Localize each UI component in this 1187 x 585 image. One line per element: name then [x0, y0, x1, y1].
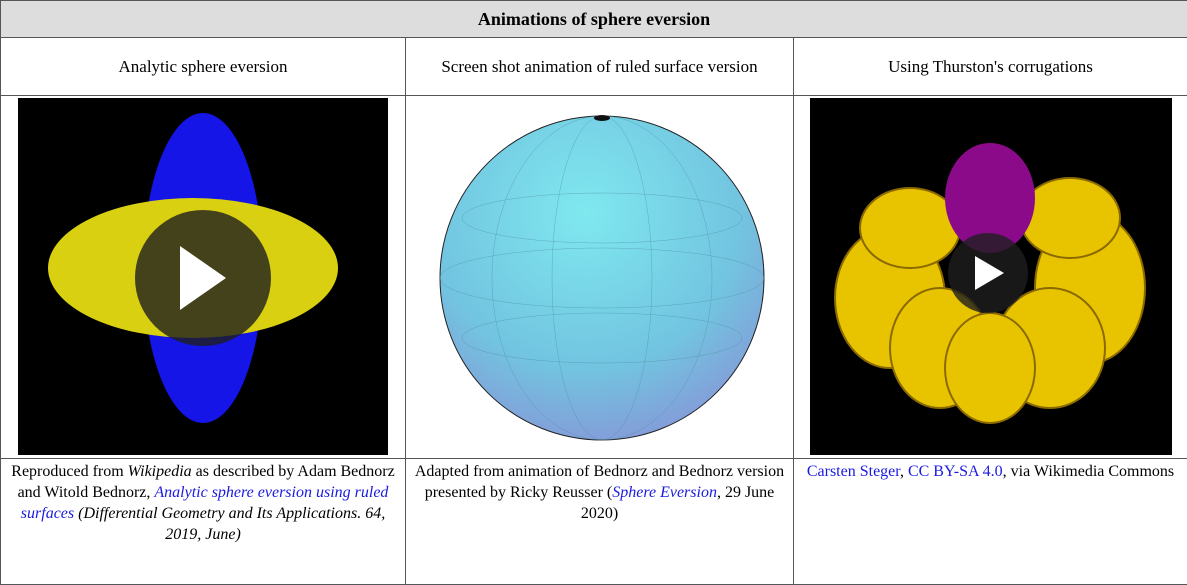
table-title: Animations of sphere eversion	[0, 0, 1187, 39]
text-segment: (Differential Geometry and Its Applicati…	[74, 504, 386, 543]
text-segment: Reproduced from	[11, 462, 128, 480]
text-segment: Analytic sphere eversion using ruled sur…	[20, 483, 389, 522]
video-analytic[interactable]	[18, 98, 388, 456]
video-corrugations[interactable]	[809, 98, 1172, 456]
text-segment: , via Wikimedia Commons	[1002, 462, 1175, 480]
caption: Carsten Steger, CC BY-SA 4.0, via Wikime…	[792, 457, 1187, 585]
link[interactable]: Carsten Steger	[806, 462, 900, 480]
column-header: Using Thurston's corrugations	[792, 37, 1187, 96]
text-segment: as described by Adam Bednorz and Witold …	[17, 462, 395, 501]
text-segment: , 29 June 2020)	[580, 483, 775, 522]
link[interactable]: Analytic sphere eversion using ruled sur…	[21, 484, 389, 522]
link[interactable]: Sphere Eversion	[612, 484, 717, 501]
image-ruled-surface	[439, 115, 764, 441]
caption: Adapted from animation of Bednorz and Be…	[405, 457, 794, 585]
caption: Reproduced from Wikipedia as described b…	[0, 457, 406, 585]
text-segment: ,	[899, 462, 908, 480]
link[interactable]: CC BY-SA 4.0	[907, 462, 1003, 480]
text-segment: Sphere Eversion	[612, 483, 717, 501]
text-segment: Adapted from animation of Bednorz and Be…	[414, 462, 785, 501]
column-header: Screen shot animation of ruled surface v…	[405, 37, 794, 96]
text-segment: Wikipedia	[127, 462, 192, 480]
column-header: Analytic sphere eversion	[0, 37, 406, 96]
